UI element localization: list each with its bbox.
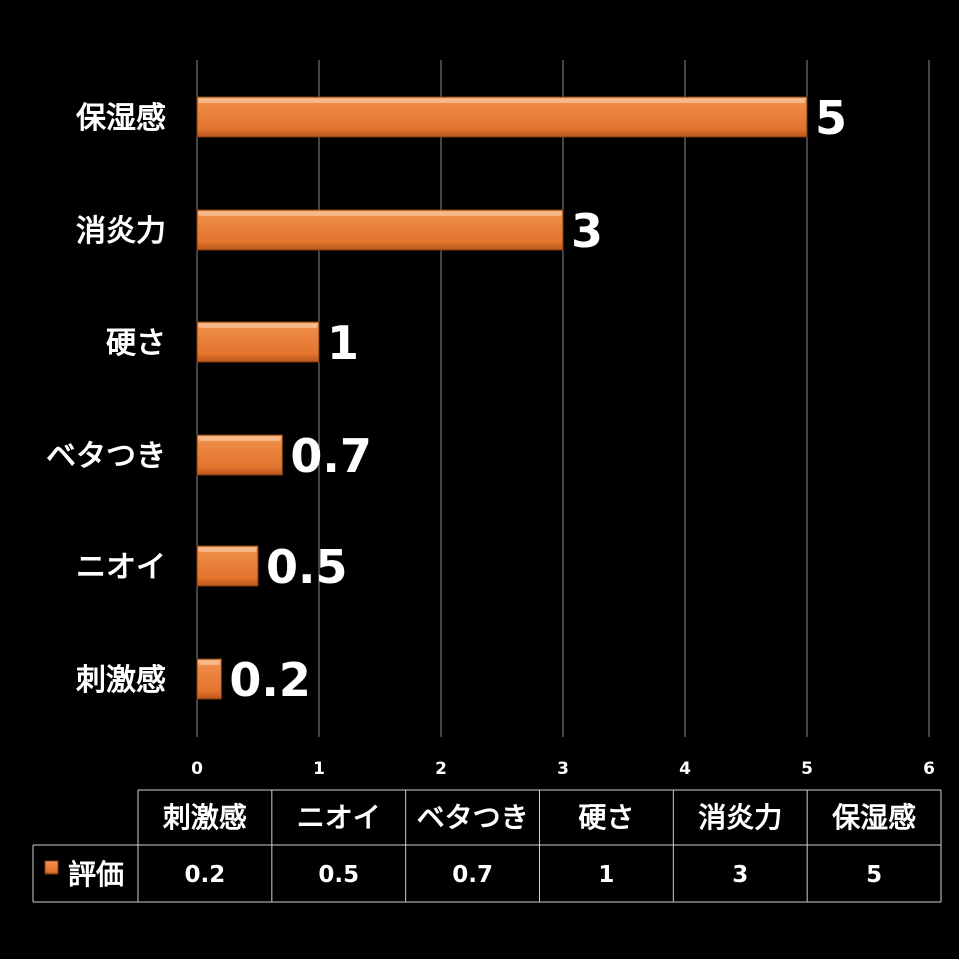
table-value-5: 3	[732, 862, 748, 888]
category-label-5: 消炎力	[76, 214, 166, 249]
data-label-4: 1	[327, 316, 359, 370]
bar-5	[196, 209, 564, 251]
bar-2	[196, 545, 259, 587]
bar-highlight-1	[199, 661, 220, 665]
data-label-6: 5	[815, 91, 847, 145]
table-value-4: 1	[598, 862, 614, 888]
x-tick-label-6: 6	[923, 759, 935, 779]
category-labels: 刺激感 ニオイ ベタつき 硬さ 消炎力 保湿感	[46, 101, 166, 698]
bar-highlight-3	[199, 437, 281, 441]
bar-highlight-2	[199, 548, 256, 552]
category-label-3: ベタつき	[46, 439, 166, 474]
data-label-2: 0.5	[266, 540, 348, 594]
gridlines	[196, 60, 930, 737]
data-label-5: 3	[571, 204, 603, 258]
table-value-6: 5	[866, 862, 882, 888]
bars	[196, 96, 808, 700]
bar-1	[196, 658, 222, 700]
x-tick-labels: 0 1 2 3 4 5 6	[191, 759, 935, 779]
x-tick-label-4: 4	[679, 759, 691, 779]
bar-highlight-5	[199, 212, 561, 216]
bar-highlight-4	[199, 324, 317, 328]
table-column-header-4: 硬さ	[578, 801, 634, 834]
data-table: 刺激感 0.2 ニオイ 0.5 ベタつき 0.7 硬さ 1 消炎力 3 保湿感 5 評価	[32, 789, 942, 903]
x-tick-label-2: 2	[435, 759, 447, 779]
category-label-4: 硬さ	[106, 326, 166, 361]
bar-6	[196, 96, 808, 138]
bar-3	[196, 434, 283, 476]
category-label-1: 刺激感	[76, 663, 166, 698]
bar-highlight-6	[199, 99, 805, 103]
table-row-header: 評価	[68, 858, 124, 891]
data-label-1: 0.2	[229, 653, 311, 707]
table-column-header-2: ニオイ	[297, 801, 381, 834]
x-tick-label-3: 3	[557, 759, 569, 779]
table-value-3: 0.7	[452, 862, 493, 888]
legend-key	[44, 860, 59, 875]
category-label-6: 保湿感	[76, 101, 166, 136]
table-value-1: 0.2	[185, 862, 226, 888]
data-label-3: 0.7	[290, 429, 372, 483]
table-column-header-5: 消炎力	[698, 801, 782, 834]
category-label-2: ニオイ	[76, 550, 166, 585]
table-value-2: 0.5	[318, 862, 359, 888]
table-column-header-1: 刺激感	[163, 801, 247, 834]
data-labels: 0.2 0.5 0.7 1 3 5	[229, 91, 847, 707]
table-column-header-3: ベタつき	[417, 801, 529, 834]
x-tick-label-0: 0	[191, 759, 203, 779]
bar-4	[196, 321, 320, 363]
x-tick-label-5: 5	[801, 759, 813, 779]
table-column-header-6: 保湿感	[832, 801, 916, 834]
x-tick-label-1: 1	[313, 759, 325, 779]
